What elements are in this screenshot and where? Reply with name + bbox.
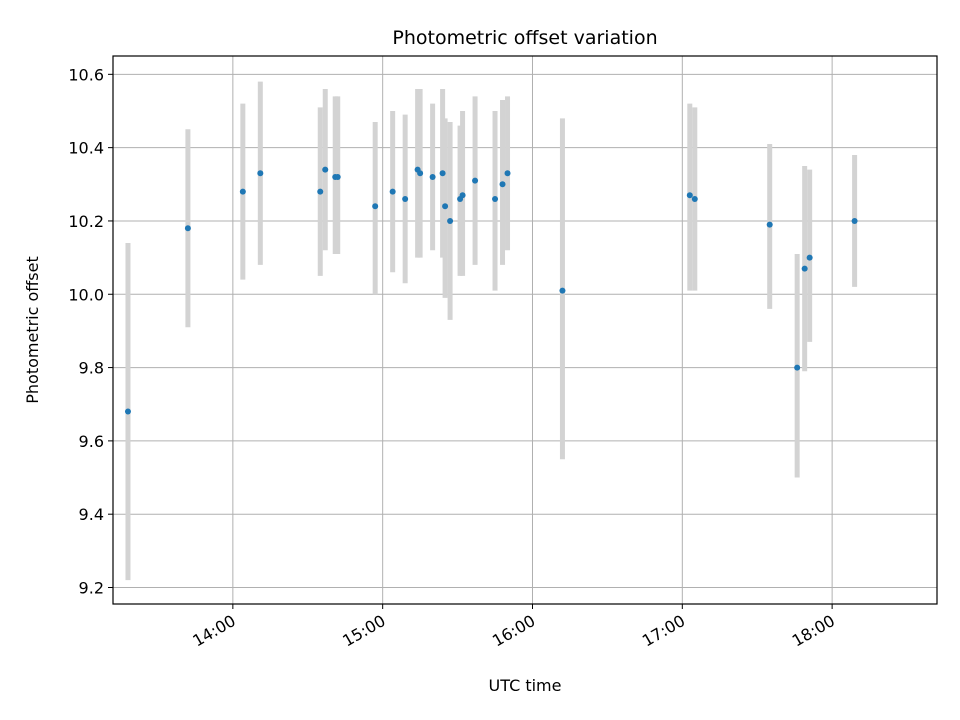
data-point bbox=[686, 192, 693, 199]
y-tick-label: 10.4 bbox=[68, 139, 104, 158]
data-point bbox=[794, 364, 801, 371]
y-tick-label: 10.0 bbox=[68, 285, 104, 304]
data-point bbox=[317, 188, 324, 195]
data-point bbox=[766, 221, 773, 228]
data-point bbox=[439, 170, 446, 177]
data-point bbox=[322, 166, 329, 173]
grid-lines bbox=[113, 56, 937, 604]
data-point bbox=[504, 170, 511, 177]
y-tick-label: 10.6 bbox=[68, 65, 104, 84]
data-point bbox=[389, 188, 396, 195]
data-point bbox=[472, 177, 479, 184]
y-tick-label: 9.2 bbox=[79, 579, 104, 598]
data-point bbox=[801, 265, 808, 272]
data-point bbox=[851, 217, 858, 224]
plot-area-frame bbox=[112, 55, 938, 605]
y-tick-label: 9.6 bbox=[79, 432, 104, 451]
data-point bbox=[499, 181, 506, 188]
data-point bbox=[372, 203, 379, 210]
data-point bbox=[257, 170, 264, 177]
data-point bbox=[124, 408, 131, 415]
data-point bbox=[447, 217, 454, 224]
data-point bbox=[429, 173, 436, 180]
data-point bbox=[806, 254, 813, 261]
data-point bbox=[417, 170, 424, 177]
data-point bbox=[559, 287, 566, 294]
y-axis-label: Photometric offset bbox=[23, 256, 42, 404]
data-points bbox=[124, 166, 858, 415]
data-point bbox=[334, 173, 341, 180]
data-point bbox=[442, 203, 449, 210]
x-axis-label: UTC time bbox=[489, 676, 562, 695]
y-tick-label: 9.8 bbox=[79, 359, 104, 378]
data-point bbox=[459, 192, 466, 199]
data-point bbox=[184, 225, 191, 232]
data-point bbox=[492, 195, 499, 202]
y-axis-ticks: 9.2 9.4 9.6 9.8 10.0 10.2 10.4 10.6 bbox=[68, 65, 113, 598]
data-point bbox=[402, 195, 409, 202]
y-tick-label: 9.4 bbox=[79, 505, 104, 524]
y-tick-label: 10.2 bbox=[68, 212, 104, 231]
data-point bbox=[691, 195, 698, 202]
data-point bbox=[239, 188, 246, 195]
chart-title: Photometric offset variation bbox=[392, 27, 657, 49]
